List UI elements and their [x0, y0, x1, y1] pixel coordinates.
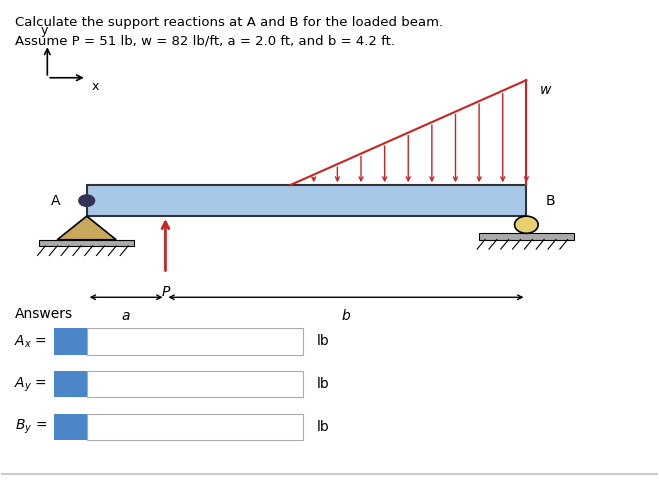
Text: w: w [540, 83, 551, 96]
Bar [87, 414, 303, 441]
Bar [479, 233, 573, 240]
Circle shape [79, 195, 95, 206]
Text: i: i [69, 335, 72, 348]
Text: lb: lb [316, 377, 329, 391]
Bar [40, 240, 134, 246]
Text: $A_y$ =: $A_y$ = [14, 375, 47, 394]
Text: lb: lb [316, 335, 329, 348]
Bar [87, 185, 527, 216]
Text: Calculate the support reactions at A and B for the loaded beam.: Calculate the support reactions at A and… [14, 16, 443, 29]
Text: x: x [92, 80, 100, 93]
Text: Answers: Answers [14, 307, 72, 321]
Text: lb: lb [316, 420, 329, 434]
Text: a: a [122, 309, 130, 323]
Bar [54, 414, 87, 441]
Bar [54, 328, 87, 355]
Text: y: y [40, 24, 47, 37]
Text: i: i [69, 421, 72, 434]
Text: b: b [341, 309, 351, 323]
Circle shape [515, 216, 538, 233]
Text: A: A [51, 193, 61, 208]
Text: P: P [161, 285, 169, 300]
Text: i: i [69, 378, 72, 391]
Bar [87, 371, 303, 397]
Text: $B_y$ =: $B_y$ = [15, 418, 47, 436]
Text: Assume P = 51 lb, w = 82 lb/ft, a = 2.0 ft, and b = 4.2 ft.: Assume P = 51 lb, w = 82 lb/ft, a = 2.0 … [14, 35, 395, 48]
Text: $A_x$ =: $A_x$ = [14, 333, 47, 349]
Polygon shape [57, 216, 116, 240]
Text: B: B [546, 193, 556, 208]
Bar [87, 328, 303, 355]
Bar [54, 371, 87, 397]
